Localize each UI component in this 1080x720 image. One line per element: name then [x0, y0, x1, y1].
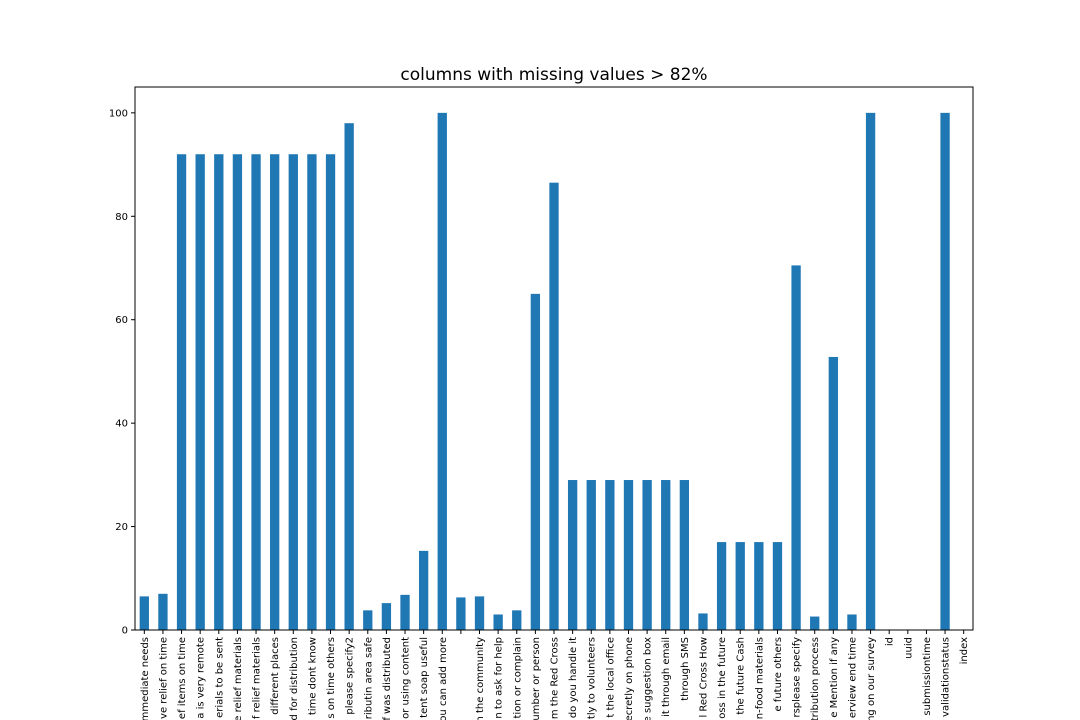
bar	[605, 480, 615, 630]
bar	[418, 550, 429, 630]
y-tick-label: 0	[122, 626, 128, 637]
bar	[567, 480, 578, 630]
x-tick-label: through SMS	[680, 637, 691, 701]
y-tick-label: 40	[115, 419, 128, 430]
x-tick-label: e Mention if any	[829, 637, 840, 718]
bar	[288, 154, 298, 630]
x-tick-label: n-food materials	[754, 637, 765, 719]
bar	[661, 480, 671, 630]
x-tick-label: uuid	[903, 637, 914, 659]
bar	[232, 154, 243, 630]
y-tick-label: 100	[109, 108, 128, 119]
x-tick-label: ng on our survey	[866, 637, 877, 720]
x-tick-label: submissiontime	[922, 637, 933, 716]
y-axis: 0 20 40 60 80 100	[109, 108, 135, 637]
bar	[176, 154, 187, 630]
bar	[642, 480, 652, 630]
x-tick-label: e suggestion box	[643, 637, 654, 720]
x-tick-label: ve relief on time	[158, 637, 169, 719]
x-tick-label: rsplease specify	[792, 637, 803, 718]
bar	[381, 603, 392, 630]
x-tick-label: ecretly on phone	[624, 637, 635, 720]
plot-frame	[134, 86, 974, 631]
x-tick-label: d for distribution	[289, 637, 300, 720]
x-tick-label: tly to volunteers	[587, 637, 598, 719]
bar	[735, 542, 745, 630]
x-tick-label: ributin area safe	[363, 637, 374, 719]
bar	[754, 542, 764, 630]
bar	[679, 480, 690, 630]
bar	[493, 614, 503, 630]
bar	[363, 610, 373, 630]
bar	[791, 265, 801, 630]
x-tick-label: n the community	[475, 637, 486, 720]
x-tick-label: id	[885, 637, 896, 646]
bar	[139, 596, 149, 630]
x-tick-label: tion or complain	[512, 637, 523, 718]
x-tick-label: tribution process	[810, 637, 821, 720]
y-tick-label: 20	[115, 522, 128, 533]
x-tick-label: mmediate needs	[140, 637, 151, 720]
y-tick-label: 80	[115, 212, 128, 223]
bar	[325, 154, 336, 630]
bar	[307, 154, 317, 630]
chart-title: columns with missing values > 82%	[400, 65, 707, 85]
x-tick-label: please specify2	[345, 637, 356, 715]
x-tick-label: l Red Cross How	[698, 637, 709, 718]
bar	[158, 593, 168, 630]
bar	[847, 614, 857, 630]
x-tick-label: s on time others	[326, 637, 337, 719]
bar	[586, 480, 596, 630]
bar	[698, 613, 708, 630]
bar	[400, 594, 410, 630]
bar	[512, 610, 522, 630]
x-tick-label: time dont know	[307, 637, 318, 715]
x-tick-label: tent soap useful	[419, 637, 430, 718]
x-tick-label: validationstatus	[941, 637, 952, 717]
bar	[623, 480, 634, 630]
x-tick-label: ou can add more	[438, 637, 449, 720]
x-tick-label: m the Red Cross	[550, 637, 561, 719]
y-tick-label: 60	[115, 315, 128, 326]
bar	[251, 154, 261, 630]
bars-group	[139, 112, 950, 631]
bar	[940, 112, 950, 631]
x-axis: mmediate needs ve relief on time ef items …	[140, 630, 970, 720]
x-tick-label: f relief materials	[252, 637, 263, 719]
bar	[716, 542, 727, 630]
bar	[865, 112, 876, 631]
x-tick-label: do you handle it	[568, 637, 579, 718]
bar	[195, 154, 205, 630]
bar	[474, 596, 485, 630]
bar	[828, 356, 838, 630]
bar	[549, 182, 559, 630]
x-tick-label: or using content	[401, 637, 412, 719]
x-tick-label: ef items on time	[177, 637, 188, 719]
x-tick-label: oss in the future	[717, 637, 728, 719]
bar	[530, 293, 541, 630]
x-tick-label: a is very remote	[196, 637, 207, 719]
x-tick-label: erview end time	[847, 637, 858, 718]
x-tick-label: index	[959, 637, 970, 664]
x-tick-label: different places	[270, 637, 281, 715]
bar	[456, 597, 466, 630]
x-tick-label: umber or person	[531, 637, 542, 720]
x-tick-label: e relief materials	[233, 637, 244, 720]
x-tick-label: f was distributed	[382, 637, 393, 720]
x-tick-label: t the local office	[605, 637, 616, 718]
x-tick-label: e future others	[773, 637, 784, 712]
bar	[810, 616, 820, 630]
bar	[270, 154, 280, 630]
x-tick-label: n to ask for help	[494, 637, 505, 719]
bar	[344, 123, 354, 630]
bar	[772, 542, 783, 630]
bar	[214, 154, 224, 630]
x-tick-label: it through email	[661, 637, 672, 717]
x-tick-label: the future Cash	[736, 637, 747, 715]
bar	[437, 112, 447, 631]
x-tick-label: erials to be sent	[214, 637, 225, 718]
